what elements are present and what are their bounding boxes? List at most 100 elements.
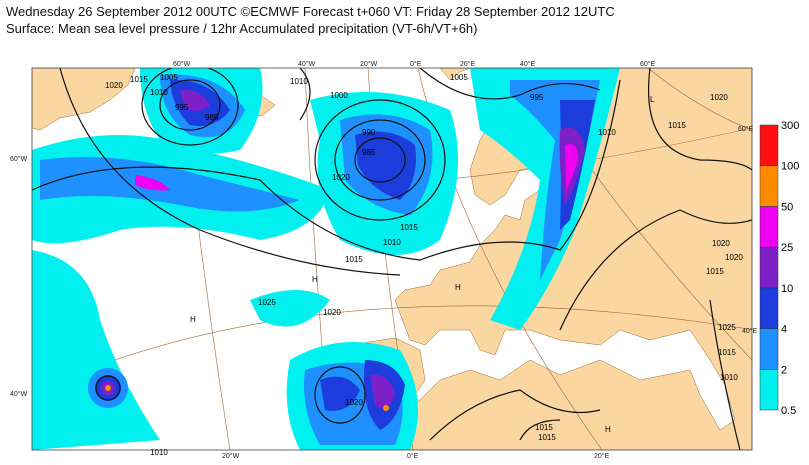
axis-labels-item: 20°W xyxy=(360,60,378,68)
contour-labels-item: 1015 xyxy=(718,348,736,357)
contour-labels-item: 1020 xyxy=(345,398,363,407)
legend-label: 25 xyxy=(781,242,793,254)
legend-label: 4 xyxy=(781,324,787,336)
legend-label: 2 xyxy=(781,364,787,376)
contour-labels-item: 1010 xyxy=(383,238,401,247)
contour-labels-item: 1010 xyxy=(598,128,616,137)
contour-labels-item: 1015 xyxy=(535,423,553,432)
contour-labels-item: 1015 xyxy=(345,255,363,264)
isobars xyxy=(32,68,752,450)
isobars-item xyxy=(709,299,741,450)
graticule-item xyxy=(647,68,752,131)
axis-labels-item: 40°W xyxy=(298,60,316,68)
legend-label: 10 xyxy=(781,283,793,295)
contour-labels-item: 1010 xyxy=(150,88,168,97)
precipitation-item xyxy=(40,157,300,212)
precipitation-item xyxy=(135,175,170,191)
contour-labels-item: 1020 xyxy=(332,173,350,182)
contour-labels-item: 1020 xyxy=(710,93,728,102)
contour-labels-item: 995 xyxy=(175,103,189,112)
isobars-item xyxy=(648,68,752,171)
contour-labels-item: 1005 xyxy=(160,73,178,82)
contour-labels-item: 1015 xyxy=(538,433,556,442)
graticule-item xyxy=(32,305,752,394)
contour-labels-item: 985 xyxy=(362,148,376,157)
isobars-item xyxy=(429,389,601,441)
axis-labels-item: 0°E xyxy=(407,452,419,460)
axis-labels-item: 40°W xyxy=(10,390,28,398)
isobars-item xyxy=(559,209,752,331)
precipitation-item xyxy=(383,405,389,411)
contour-labels-item: 1020 xyxy=(105,81,123,90)
legend-label: 300 xyxy=(781,120,799,132)
isobars-item xyxy=(95,375,121,401)
legend-swatch xyxy=(759,328,779,370)
legend: 0.5 2 4 10 25 50 100 300 xyxy=(759,120,799,417)
isobars-item xyxy=(141,68,239,146)
contour-labels-item: 995 xyxy=(530,93,544,102)
isobars-item xyxy=(419,68,601,100)
pressure-centres-item: L xyxy=(650,95,655,104)
precipitation-item xyxy=(320,376,360,411)
contour-labels: 1020 1015 1010 1005 995 985 1010 1000 99… xyxy=(105,73,743,457)
axis-labels-item: 40°E xyxy=(742,327,758,335)
land-item xyxy=(32,68,136,131)
isobars-item xyxy=(334,119,426,201)
map-area xyxy=(32,68,752,450)
land-item xyxy=(379,68,752,450)
legend-swatch xyxy=(759,369,779,411)
isobars-item xyxy=(314,366,366,424)
precipitation-item xyxy=(565,144,578,190)
map-frame xyxy=(31,67,753,451)
contour-labels-item: 1010 xyxy=(150,448,168,457)
contour-labels-item: 1025 xyxy=(718,323,736,332)
contour-labels-item: 1005 xyxy=(450,73,468,82)
contour-labels-item: 1020 xyxy=(323,308,341,317)
contour-labels-item: 1025 xyxy=(258,298,276,307)
contour-labels-item: 1010 xyxy=(720,373,738,382)
contour-labels-item: 990 xyxy=(362,128,376,137)
contour-labels-item: 1020 xyxy=(712,239,730,248)
precipitation xyxy=(32,68,620,450)
precipitation-item xyxy=(180,89,210,111)
isobars-item xyxy=(519,419,561,441)
contour-labels-item: 1010 xyxy=(290,77,308,86)
legend-swatch xyxy=(759,246,779,289)
axis-labels-item: 20°W xyxy=(222,452,240,460)
isobars-item xyxy=(32,79,621,261)
precipitation-item xyxy=(32,250,160,450)
axis-labels-item: 20°E xyxy=(594,452,610,460)
axis-labels-item: 20°E xyxy=(460,60,476,68)
axis-labels-item: 60°E xyxy=(738,125,754,133)
isobars-item xyxy=(59,68,401,276)
pressure-centres-item: H xyxy=(605,425,611,434)
land-item xyxy=(439,68,471,81)
precipitation-item xyxy=(105,385,111,391)
isobars-item xyxy=(354,137,406,183)
precipitation-item xyxy=(250,290,330,327)
legend-swatch xyxy=(759,287,779,329)
legend-swatch xyxy=(759,165,779,207)
header-line: Surface: Mean sea level pressure / 12hr … xyxy=(6,21,478,36)
legend-label: 50 xyxy=(781,201,793,213)
legend-label: 100 xyxy=(781,161,799,173)
header-line: Wednesday 26 September 2012 00UTC ©ECMWF… xyxy=(6,4,615,19)
contour-labels-item: 1015 xyxy=(668,121,686,130)
contour-labels-item: 985 xyxy=(205,113,219,122)
legend-swatch xyxy=(759,124,779,166)
axis-labels: 60°W 40°W 20°W 0°E 20°E 40°E 60°E 20°W 0… xyxy=(10,60,758,460)
axis-labels-item: 0°E xyxy=(410,60,422,68)
pressure-centres-item: H xyxy=(455,283,461,292)
isobars-item xyxy=(314,99,446,221)
contour-labels-item: 1020 xyxy=(725,253,743,262)
contour-labels-item: 1015 xyxy=(706,267,724,276)
axis-labels-item: 60°W xyxy=(173,60,191,68)
isobars-item xyxy=(159,79,221,131)
pressure-centres: H H H L H xyxy=(190,95,655,434)
pressure-centres-item: H xyxy=(312,275,318,284)
axis-labels-item: 60°E xyxy=(640,60,656,68)
contour-labels-item: 1000 xyxy=(330,91,348,100)
axis-labels-item: 60°W xyxy=(10,155,28,163)
legend-label: 0.5 xyxy=(781,405,796,417)
